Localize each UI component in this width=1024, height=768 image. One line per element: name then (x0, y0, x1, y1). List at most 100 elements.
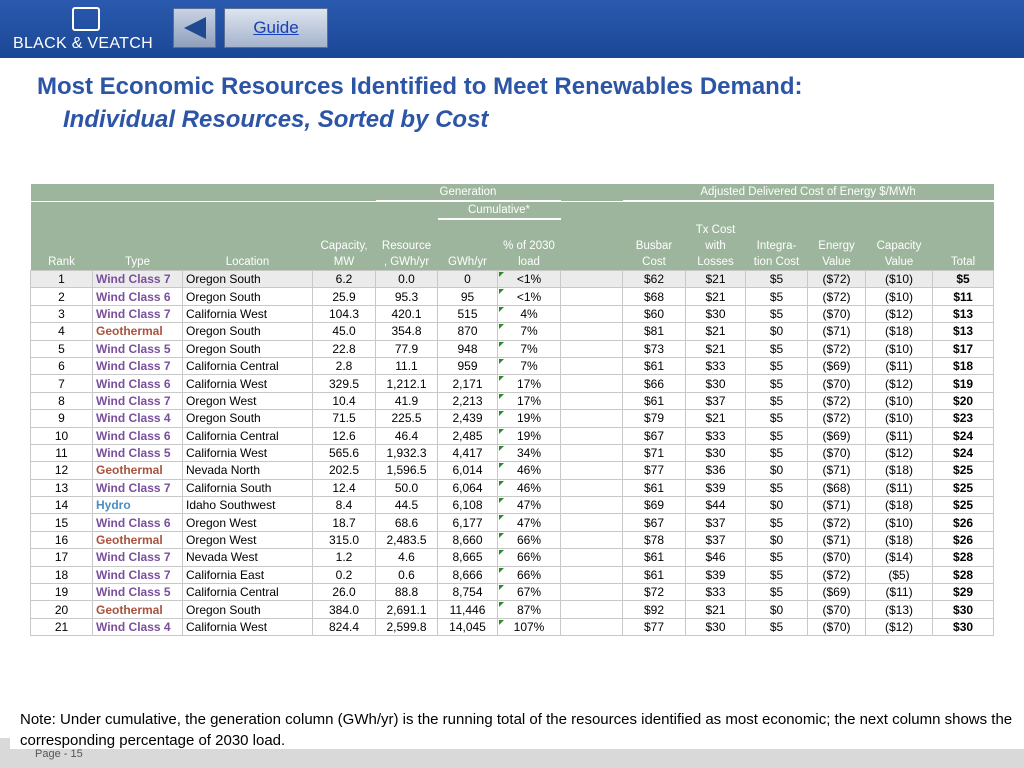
table-cell: 11.1 (375, 356, 438, 376)
table-cell: California South (182, 478, 313, 498)
table-cell: ($10) (865, 391, 933, 411)
table-cell: California West (182, 374, 313, 393)
table-cell: $33 (685, 583, 746, 602)
table-cell: 2,171 (437, 374, 498, 393)
table-cell: 2 (30, 287, 93, 306)
table-cell: $24 (931, 443, 995, 463)
table-cell: 1,212.1 (375, 374, 438, 393)
table-cell: 66% (497, 565, 561, 585)
table-cell: 13 (30, 478, 93, 498)
table-row: 10 Wind Class 6 California Central 12.6 46.4… (30, 426, 995, 445)
table-cell: $5 (745, 443, 808, 463)
note: Note: Under cumulative, the generation c… (10, 705, 1024, 749)
table-cell: Geothermal (92, 600, 183, 619)
table-cell: 515 (437, 304, 498, 324)
table-cell: 2,599.8 (375, 617, 438, 637)
table-cell: $5 (745, 409, 808, 428)
table-cell: 104.3 (312, 304, 376, 324)
table-cell: California Central (182, 426, 313, 445)
column-header: GWh/yr (437, 219, 498, 271)
table-cell: $62 (622, 269, 686, 289)
table-cell: Wind Class 6 (92, 287, 183, 306)
guide-button[interactable]: Guide (224, 8, 328, 48)
table-cell: ($70) (807, 617, 866, 637)
table-cell: 66% (497, 548, 561, 567)
table-row: 8 Wind Class 7 Oregon West 10.4 41.9 2,213 17%… (30, 391, 995, 411)
table-cell: ($70) (807, 443, 866, 463)
table-cell: 26.0 (312, 583, 376, 602)
header-blank (560, 201, 994, 219)
table-cell: ($10) (865, 409, 933, 428)
table-cell: California West (182, 617, 313, 637)
table-cell: 14,045 (437, 617, 498, 637)
column-header-line: Capacity, (320, 240, 368, 252)
table-cell: 8,754 (437, 583, 498, 602)
table-cell: $37 (685, 530, 746, 550)
table-cell: Geothermal (92, 322, 183, 341)
table-cell: 6,108 (437, 496, 498, 515)
table-cell: 20 (30, 600, 93, 619)
column-header-line: Cost (642, 256, 666, 268)
table-cell: 10 (30, 426, 93, 445)
table-cell: $73 (622, 339, 686, 358)
table-cell: $77 (622, 617, 686, 637)
table-cell: 87% (497, 600, 561, 619)
table-cell: $11 (931, 287, 995, 306)
table-cell: Wind Class 5 (92, 339, 183, 358)
table-cell: 34% (497, 443, 561, 463)
table-cell: $5 (931, 269, 995, 289)
column-header: Integra-tion Cost (745, 219, 808, 271)
table-cell: $26 (931, 513, 995, 532)
top-bar: BLACK & VEATCH Guide (0, 0, 1024, 58)
table-row: 9 Wind Class 4 Oregon South 71.5 225.5 2,439 1… (30, 409, 995, 428)
table-cell: 46% (497, 478, 561, 498)
table-cell: $67 (622, 426, 686, 445)
table-row: 5 Wind Class 5 Oregon South 22.8 77.9 948 7% $7… (30, 339, 995, 358)
table-cell: 6,064 (437, 478, 498, 498)
column-header-line: load (518, 256, 540, 268)
table-cell: $69 (622, 496, 686, 515)
column-header-line: % of 2030 (503, 240, 555, 252)
table-cell: $77 (622, 461, 686, 480)
table-row: 11 Wind Class 5 California West 565.6 1,932.… (30, 443, 995, 463)
table-cell: $30 (685, 617, 746, 637)
table-cell: $79 (622, 409, 686, 428)
table-cell: Oregon South (182, 269, 313, 289)
back-button[interactable] (173, 8, 216, 48)
table-cell: $5 (745, 391, 808, 411)
table-cell: 8.4 (312, 496, 376, 515)
table-cell: 17% (497, 391, 561, 411)
column-header: Busbar Cost (622, 219, 686, 271)
table-cell: $5 (745, 583, 808, 602)
group-header-row: Generation Adjusted Delivered Cost of En… (30, 184, 994, 202)
blank-cell (560, 530, 623, 550)
table-cell: $21 (685, 339, 746, 358)
table-cell: 19% (497, 426, 561, 445)
table-cell: 46% (497, 461, 561, 480)
table-cell: ($71) (807, 530, 866, 550)
blank-cell (560, 513, 623, 532)
table-cell: 420.1 (375, 304, 438, 324)
table-cell: $5 (745, 356, 808, 376)
table-cell: $29 (931, 583, 995, 602)
column-header-line: Busbar (635, 240, 673, 252)
table-cell: $36 (685, 461, 746, 480)
table-cell: 0.0 (375, 269, 438, 289)
table-cell: 0.6 (375, 565, 438, 585)
table-cell: 4.6 (375, 548, 438, 567)
table-cell: ($72) (807, 391, 866, 411)
table-cell: ($70) (807, 304, 866, 324)
table-cell: 384.0 (312, 600, 376, 619)
table-cell: 6,014 (437, 461, 498, 480)
table-cell: $5 (745, 287, 808, 306)
table-cell: ($70) (807, 374, 866, 393)
table-cell: 77.9 (375, 339, 438, 358)
table-cell: 95 (437, 287, 498, 306)
table-cell: 22.8 (312, 339, 376, 358)
table-cell: Oregon South (182, 600, 313, 619)
table-cell: Wind Class 5 (92, 583, 183, 602)
group-header: Generation (375, 184, 561, 202)
table-cell: ($5) (865, 565, 933, 585)
table-cell: $25 (931, 478, 995, 498)
slide-subtitle: Individual Resources, Sorted by Cost (63, 106, 489, 133)
